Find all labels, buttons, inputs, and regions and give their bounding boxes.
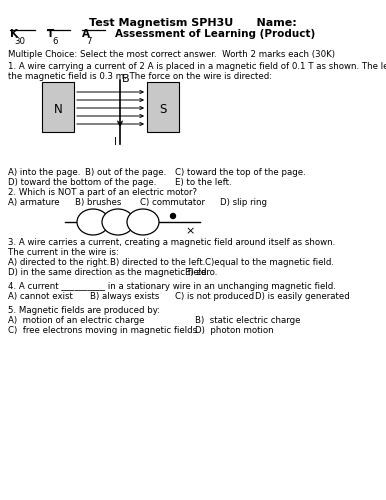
Text: C) is not produced: C) is not produced <box>175 292 254 301</box>
Ellipse shape <box>102 209 134 235</box>
Text: 1. A wire carrying a current of 2 A is placed in a magnetic field of 0.1 T as sh: 1. A wire carrying a current of 2 A is p… <box>8 62 386 71</box>
Circle shape <box>171 214 176 218</box>
Text: Assessment of Learning (Product): Assessment of Learning (Product) <box>115 29 315 39</box>
Text: B) always exists: B) always exists <box>90 292 159 301</box>
Text: ×: × <box>185 226 195 236</box>
Ellipse shape <box>127 209 159 235</box>
Ellipse shape <box>77 209 109 235</box>
Text: Multiple Choice: Select the most correct answer.  Worth 2 marks each (30K): Multiple Choice: Select the most correct… <box>8 50 335 59</box>
FancyBboxPatch shape <box>42 82 74 132</box>
Text: 30: 30 <box>14 37 25 46</box>
FancyBboxPatch shape <box>147 82 179 132</box>
Text: 2. Which is NOT a part of an electric motor?: 2. Which is NOT a part of an electric mo… <box>8 188 197 197</box>
Text: 5. Magnetic fields are produced by:: 5. Magnetic fields are produced by: <box>8 306 160 315</box>
Text: D) toward the bottom of the page.: D) toward the bottom of the page. <box>8 178 156 187</box>
Text: A: A <box>82 29 90 39</box>
Text: B)  static electric charge: B) static electric charge <box>195 316 300 325</box>
Text: I: I <box>114 137 117 147</box>
Text: Test Magnetism SPH3U      Name:: Test Magnetism SPH3U Name: <box>89 18 297 28</box>
Text: E) zero.: E) zero. <box>185 268 217 277</box>
Text: D) slip ring: D) slip ring <box>220 198 267 207</box>
Text: B) brushes: B) brushes <box>75 198 121 207</box>
Text: A) directed to the right.: A) directed to the right. <box>8 258 109 267</box>
Text: 6: 6 <box>52 37 58 46</box>
Text: D) is easily generated: D) is easily generated <box>255 292 350 301</box>
Text: T: T <box>47 29 54 39</box>
Text: K: K <box>10 29 18 39</box>
Text: D) in the same direction as the magnetic field.: D) in the same direction as the magnetic… <box>8 268 209 277</box>
Text: B: B <box>122 74 130 84</box>
Text: A)  motion of an electric charge: A) motion of an electric charge <box>8 316 144 325</box>
Text: C) toward the top of the page.: C) toward the top of the page. <box>175 168 306 177</box>
Text: A) cannot exist: A) cannot exist <box>8 292 73 301</box>
Text: E) to the left.: E) to the left. <box>175 178 232 187</box>
Text: A) into the page.: A) into the page. <box>8 168 80 177</box>
Text: S: S <box>159 103 166 116</box>
Text: 7: 7 <box>86 37 91 46</box>
Text: 3. A wire carries a current, creating a magnetic field around itself as shown.: 3. A wire carries a current, creating a … <box>8 238 335 247</box>
Text: C)equal to the magnetic field.: C)equal to the magnetic field. <box>205 258 334 267</box>
Text: B) out of the page.: B) out of the page. <box>85 168 166 177</box>
Text: C)  free electrons moving in magnetic fields: C) free electrons moving in magnetic fie… <box>8 326 197 335</box>
Text: A) armature: A) armature <box>8 198 59 207</box>
Text: N: N <box>54 103 63 116</box>
Text: The current in the wire is:: The current in the wire is: <box>8 248 119 257</box>
Text: 4. A current __________ in a stationary wire in an unchanging magnetic field.: 4. A current __________ in a stationary … <box>8 282 336 291</box>
Text: D)  photon motion: D) photon motion <box>195 326 274 335</box>
Text: the magnetic field is 0.3 m. The force on the wire is directed:: the magnetic field is 0.3 m. The force o… <box>8 72 272 81</box>
Text: C) commutator: C) commutator <box>140 198 205 207</box>
Text: B) directed to the left.: B) directed to the left. <box>110 258 205 267</box>
